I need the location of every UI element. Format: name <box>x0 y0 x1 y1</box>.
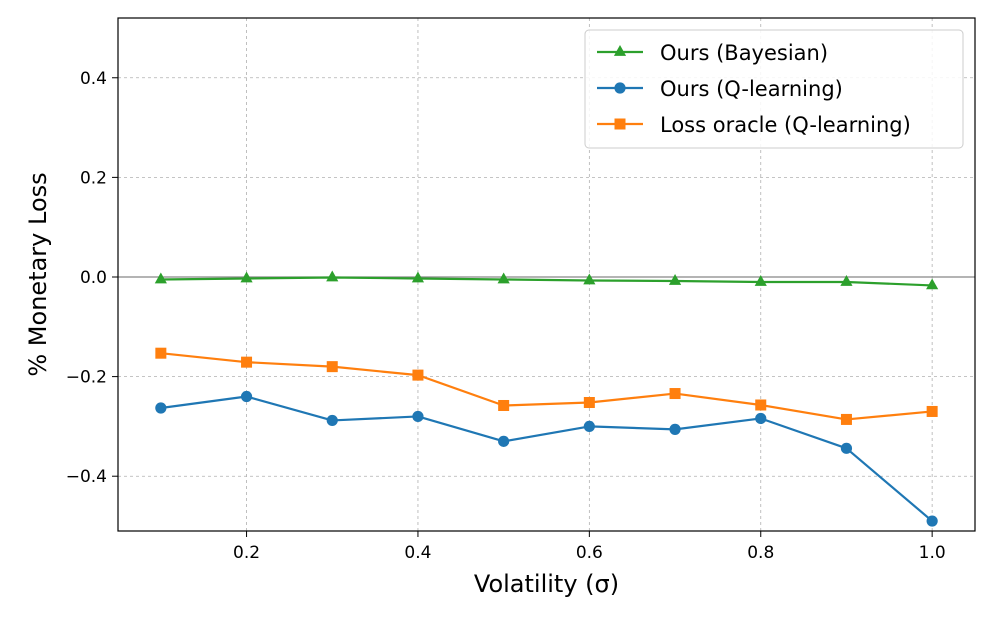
series-0 <box>154 270 939 290</box>
data-point <box>926 515 938 527</box>
plot-frame <box>117 17 976 532</box>
x-tick-label: 0.8 <box>747 543 774 563</box>
data-point <box>412 410 424 423</box>
data-point <box>411 271 425 283</box>
data-point <box>583 420 595 433</box>
legend: Ours (Bayesian) Ours (Q-learning) Loss ora… <box>584 29 964 149</box>
data-point <box>669 388 681 400</box>
y-tick-label: 0.0 <box>80 268 107 288</box>
legend-label: Ours (Q-learning) <box>660 77 843 101</box>
x-axis-label: Volatility (σ) <box>474 570 619 598</box>
data-point <box>326 270 339 282</box>
x-tick-label: 0.2 <box>233 543 260 563</box>
y-tick-label: 0.2 <box>80 168 107 188</box>
data-point <box>326 414 338 427</box>
data-point <box>926 405 938 417</box>
data-point <box>668 273 682 285</box>
data-point <box>840 274 853 286</box>
series-layer <box>154 270 939 527</box>
legend-marker <box>614 82 626 94</box>
legend-marker <box>613 45 627 56</box>
legend-box <box>584 29 964 149</box>
legend-entry: Ours (Bayesian) <box>597 41 828 65</box>
data-point <box>155 402 167 414</box>
series-line <box>160 276 933 287</box>
data-point <box>497 272 510 284</box>
data-point <box>583 273 596 285</box>
y-tick-label: 0.4 <box>80 69 107 89</box>
data-point <box>583 397 595 409</box>
data-point <box>240 271 253 283</box>
y-tick-label: −0.4 <box>66 467 107 487</box>
data-point <box>926 278 939 290</box>
series-2 <box>155 347 938 425</box>
series-line <box>160 352 933 421</box>
data-point <box>754 274 767 286</box>
data-point <box>755 399 767 411</box>
data-point <box>412 369 424 381</box>
y-axis-label: % Monetary Loss <box>24 172 52 376</box>
data-point <box>155 347 167 359</box>
series-1 <box>155 390 938 527</box>
legend-entry: Ours (Q-learning) <box>597 77 843 101</box>
x-tick-label: 1.0 <box>919 543 946 563</box>
data-point <box>840 442 853 454</box>
x-tick-label: 0.4 <box>404 543 431 563</box>
x-tick-label: 0.6 <box>576 543 603 563</box>
data-point <box>241 356 253 368</box>
data-point <box>498 435 510 447</box>
data-point <box>154 272 167 284</box>
legend-entry: Loss oracle (Q-learning) <box>597 113 911 137</box>
data-point <box>669 423 681 435</box>
data-point <box>326 361 338 373</box>
legend-label: Loss oracle (Q-learning) <box>660 113 911 137</box>
data-point <box>498 399 510 411</box>
data-point <box>755 412 767 425</box>
data-point <box>840 413 852 425</box>
data-point <box>240 390 253 403</box>
tick-layer: 0.2 0.4 0.6 0.8 1.0 0.4 0.2 0.0 −0.2 −0.4 <box>66 69 946 563</box>
legend-marker <box>614 118 626 130</box>
legend-label: Ours (Bayesian) <box>660 41 828 65</box>
series-line <box>160 395 933 522</box>
y-tick-label: −0.2 <box>66 368 107 388</box>
